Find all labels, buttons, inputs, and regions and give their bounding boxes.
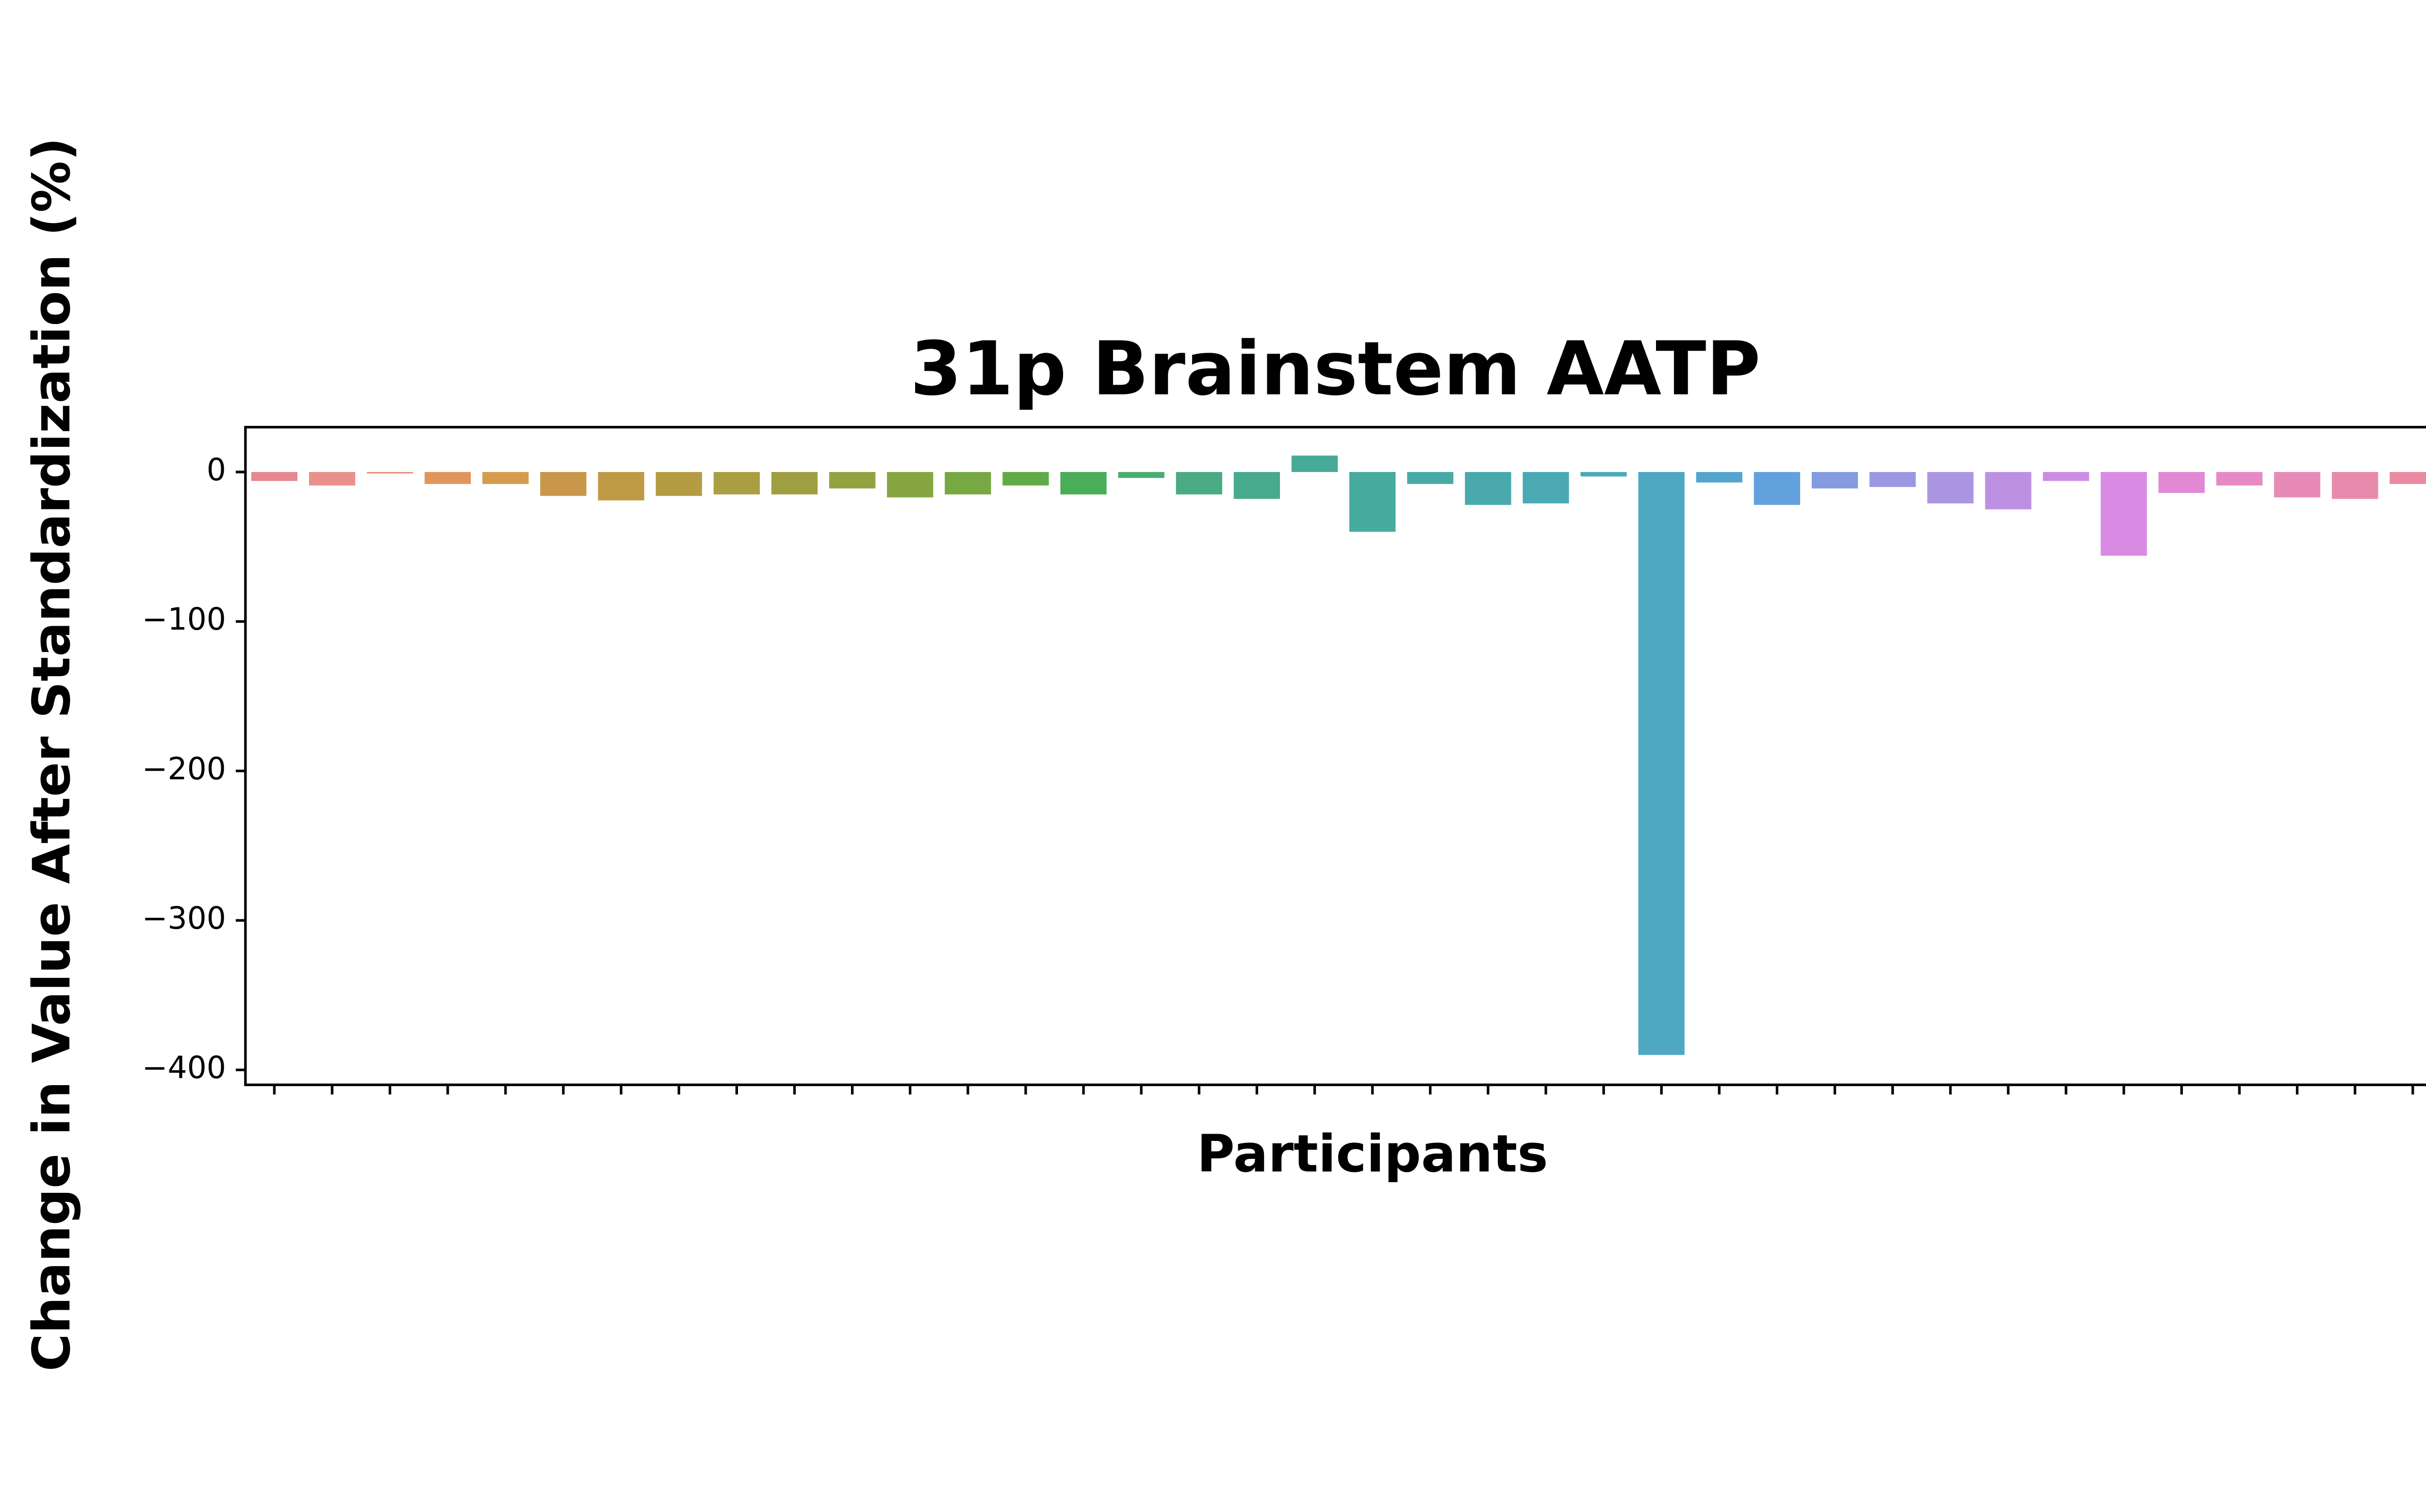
bar [598, 472, 644, 501]
bar [1118, 472, 1164, 478]
bar [540, 472, 587, 496]
bar [771, 472, 818, 495]
bar [656, 472, 702, 496]
bar [2100, 472, 2147, 556]
bar [1176, 472, 1222, 495]
bar [945, 472, 991, 495]
bar [366, 472, 413, 474]
bar [887, 472, 934, 498]
bar [251, 472, 298, 481]
plot-frame [244, 425, 2426, 1087]
bar [1754, 472, 1801, 505]
bar [2274, 472, 2321, 498]
bar [1002, 472, 1049, 486]
bar [829, 472, 876, 488]
bar [1349, 472, 1396, 532]
bar [1580, 472, 1627, 477]
bar [482, 472, 529, 484]
bar [1407, 472, 1454, 484]
bar [2158, 472, 2205, 493]
y-tick-label: 0 [207, 452, 226, 488]
bar [309, 472, 356, 486]
bar [1869, 472, 1916, 487]
bar [1696, 472, 1742, 483]
bar [1811, 472, 1858, 488]
y-tick-label: −200 [142, 750, 226, 786]
bar [1523, 472, 1569, 504]
bar [1060, 472, 1107, 495]
bar [2390, 472, 2426, 484]
bar [713, 472, 760, 495]
bar [1638, 472, 1685, 1055]
bar [2043, 472, 2089, 481]
bar [2331, 472, 2378, 499]
bar [1233, 472, 1280, 499]
bar [1291, 455, 1338, 472]
bar [425, 472, 471, 484]
chart-title: 31p Brainstem AATP [910, 326, 1761, 412]
y-tick-label: −300 [142, 900, 226, 936]
bar [1465, 472, 1511, 505]
y-tick-label: −100 [142, 601, 226, 637]
bar [2216, 472, 2263, 486]
bar [1927, 472, 1974, 504]
bar [1985, 472, 2032, 510]
y-axis-label: Change in Value After Standardization (%… [22, 137, 82, 1371]
x-axis-label: Participants [1197, 1124, 1548, 1184]
y-tick-label: −400 [142, 1050, 226, 1086]
